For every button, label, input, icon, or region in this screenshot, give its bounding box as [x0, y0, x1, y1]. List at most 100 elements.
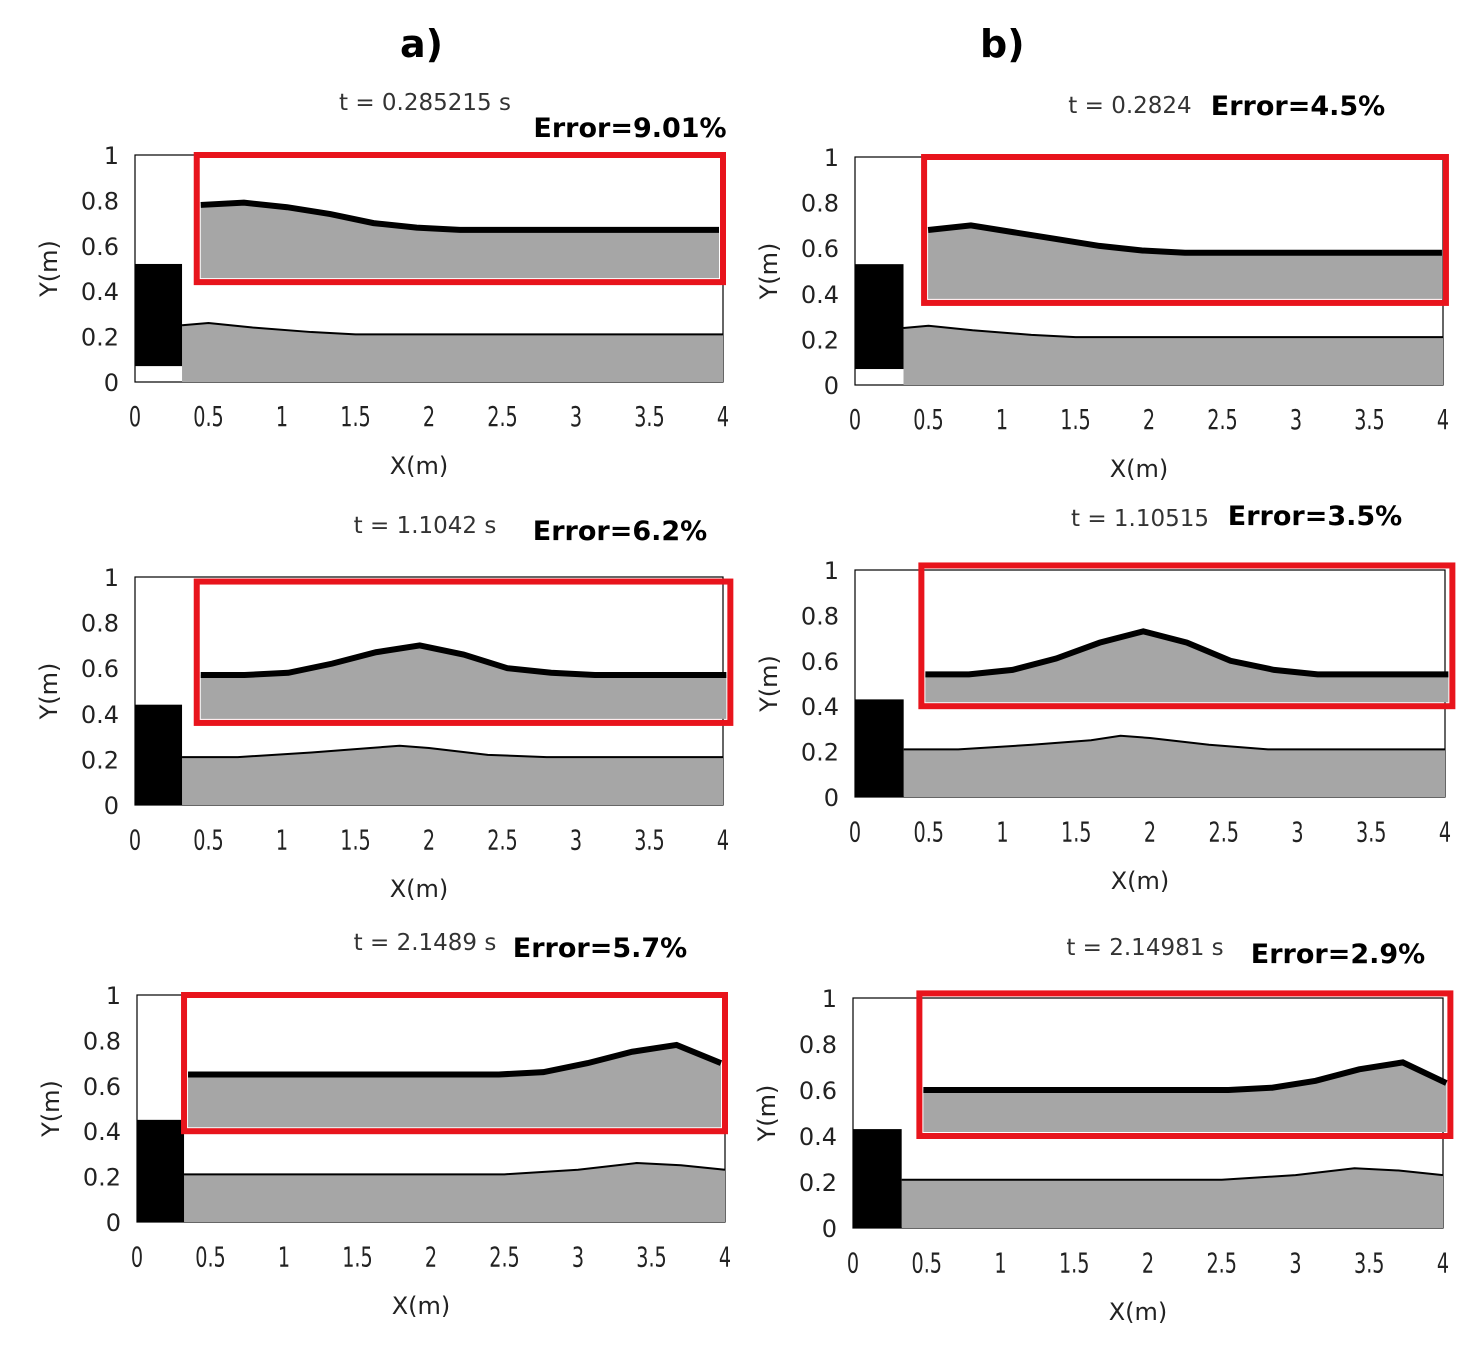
y-tick-label: 1	[824, 144, 839, 172]
y-tick-label: 0.2	[801, 739, 839, 767]
zoom-free-surface-line	[200, 642, 727, 679]
x-tick-label: 3	[1290, 404, 1302, 437]
x-tick-label: 3.5	[634, 824, 665, 857]
column-label-a: a)	[400, 22, 444, 66]
y-tick-label: 0.8	[81, 187, 119, 215]
water-area	[182, 745, 724, 805]
x-axis-label: X(m)	[1110, 455, 1169, 483]
highlight-box	[921, 154, 1449, 306]
x-tick-label: 1	[994, 1247, 1006, 1280]
y-tick-label: 1	[822, 985, 837, 1013]
x-axis-label: X(m)	[390, 452, 449, 480]
x-tick-label: 1.5	[342, 1241, 373, 1274]
chart-panel-2: 0 0.5 1 1.5 2 2.5 3 3.5 4 0 0.2 0.4 0.6 0.8 1 X(m) Y(m) t…	[35, 513, 734, 903]
x-tick-label: 4	[719, 1241, 731, 1274]
y-tick-label: 0.6	[799, 1077, 837, 1105]
x-tick-label: 2	[425, 1241, 437, 1274]
x-tick-label: 1	[996, 816, 1008, 849]
y-tick-label: 0.6	[81, 233, 119, 261]
x-tick-label: 1	[276, 824, 288, 857]
x-tick-label: 4	[717, 824, 729, 857]
y-tick-label: 0.6	[81, 655, 119, 683]
y-tick-label: 0	[106, 1209, 121, 1237]
x-tick-label: 0.5	[193, 824, 224, 857]
x-axis-label: X(m)	[390, 875, 449, 903]
chart-panel-3: 0 0.5 1 1.5 2 2.5 3 3.5 4 0 0.2 0.4 0.6 0.8 1 X(m) Y(m) t…	[37, 930, 731, 1320]
x-tick-label: 0.5	[913, 404, 944, 437]
zoom-free-surface-line	[188, 1041, 723, 1078]
x-tick-label: 0	[849, 816, 861, 849]
x-tick-label: 2.5	[1206, 1247, 1237, 1280]
zoom-free-surface-line	[925, 628, 1449, 678]
y-tick-label: 0.8	[799, 1031, 837, 1059]
x-tick-label: 2	[1144, 816, 1156, 849]
x-tick-label: 2	[423, 824, 435, 857]
x-tick-label: 0	[131, 1241, 143, 1274]
y-tick-label: 0.4	[799, 1123, 837, 1151]
solid-block	[135, 263, 183, 367]
highlight-box	[193, 152, 727, 286]
highlight-box	[181, 992, 729, 1135]
x-tick-label: 3.5	[1354, 404, 1385, 437]
x-tick-label: 3	[572, 1241, 584, 1274]
y-tick-label: 0.4	[83, 1118, 121, 1146]
x-tick-label: 2.5	[487, 824, 518, 857]
y-tick-label: 0	[822, 1215, 837, 1243]
x-tick-label: 1.5	[1061, 816, 1092, 849]
water-area	[903, 735, 1445, 797]
error-label: Error=6.2%	[533, 516, 707, 547]
x-tick-label: 3	[570, 401, 582, 434]
x-tick-label: 1.5	[1060, 404, 1091, 437]
x-tick-label: 3	[1289, 1247, 1301, 1280]
x-tick-label: 2	[1142, 1247, 1154, 1280]
zoom-free-surface-line	[200, 199, 719, 233]
y-axis-label: Y(m)	[35, 240, 63, 298]
x-tick-label: 1.5	[1059, 1247, 1090, 1280]
y-tick-label: 0.4	[81, 701, 119, 729]
free-surface-line	[903, 324, 1443, 339]
x-tick-label: 0.5	[913, 816, 944, 849]
highlight-box	[193, 578, 734, 726]
x-tick-label: 0	[847, 1247, 859, 1280]
y-tick-label: 0.8	[83, 1027, 121, 1055]
solid-block	[855, 699, 904, 797]
water-area	[182, 322, 724, 382]
y-axis-label: Y(m)	[755, 243, 783, 301]
x-tick-label: 1	[996, 404, 1008, 437]
chart-panel-6: 0 0.5 1 1.5 2 2.5 3 3.5 4 0 0.2 0.4 0.6 0.8 1 X(m) Y(m) t…	[753, 935, 1454, 1326]
x-tick-label: 1.5	[340, 401, 371, 434]
y-tick-label: 0.6	[83, 1073, 121, 1101]
solid-block	[137, 1119, 185, 1222]
chart-panel-1: 0 0.5 1 1.5 2 2.5 3 3.5 4 0 0.2 0.4 0.6 0.8 1 X(m) Y(m) t…	[35, 90, 729, 480]
x-tick-label: 4	[1437, 404, 1449, 437]
highlight-box	[918, 562, 1456, 710]
x-tick-label: 4	[1437, 1247, 1449, 1280]
y-tick-label: 0.2	[83, 1164, 121, 1192]
x-tick-label: 1	[276, 401, 288, 434]
y-tick-label: 0.2	[81, 324, 119, 352]
x-axis-label: X(m)	[1111, 867, 1170, 895]
x-tick-label: 4	[717, 401, 729, 434]
x-tick-label: 2.5	[487, 401, 518, 434]
time-label: t = 1.10515	[1071, 506, 1209, 532]
y-tick-label: 0.2	[81, 746, 119, 774]
x-tick-label: 3	[570, 824, 582, 857]
chart-panel-5: 0 0.5 1 1.5 2 2.5 3 3.5 4 0 0.2 0.4 0.6 0.8 1 X(m) Y(m) t…	[755, 501, 1456, 895]
error-label: Error=4.5%	[1211, 91, 1385, 122]
error-label: Error=2.9%	[1251, 939, 1425, 970]
x-tick-label: 3.5	[1356, 816, 1387, 849]
y-tick-label: 0.8	[801, 190, 839, 218]
water-area	[184, 1162, 726, 1222]
zoom-water-area	[923, 1062, 1447, 1132]
water-area	[901, 1168, 1443, 1228]
x-tick-label: 2	[1143, 404, 1155, 437]
x-tick-label: 2.5	[1207, 404, 1238, 437]
x-tick-label: 0	[129, 824, 141, 857]
zoom-water-area	[925, 631, 1449, 703]
y-axis-label: Y(m)	[755, 655, 783, 713]
y-tick-label: 0.4	[81, 278, 119, 306]
time-label: t = 2.14981 s	[1066, 935, 1223, 961]
free-surface-line	[181, 321, 723, 336]
x-tick-label: 0	[849, 404, 861, 437]
